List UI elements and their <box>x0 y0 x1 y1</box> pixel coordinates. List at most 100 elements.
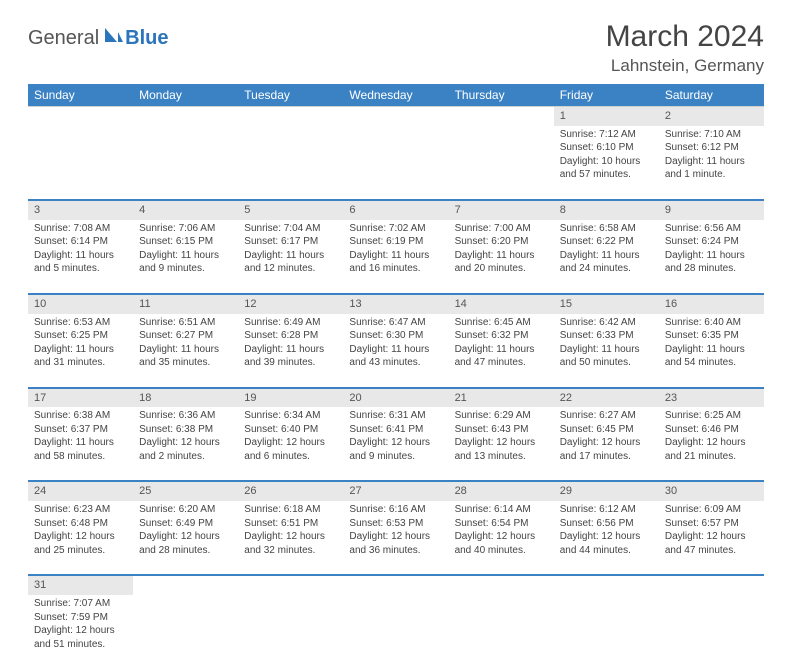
detail-row: Sunrise: 6:23 AMSunset: 6:48 PMDaylight:… <box>28 501 764 575</box>
weekday-header: Thursday <box>449 84 554 107</box>
daylight-text: Daylight: 11 hours and 58 minutes. <box>34 436 127 463</box>
day-number-cell: 21 <box>449 388 554 408</box>
sunset-text: Sunset: 6:27 PM <box>139 329 232 343</box>
detail-row: Sunrise: 7:07 AMSunset: 7:59 PMDaylight:… <box>28 595 764 669</box>
day-number-cell: 20 <box>343 388 448 408</box>
day-number-cell: 30 <box>659 481 764 501</box>
daynum-row: 10111213141516 <box>28 294 764 314</box>
sunset-text: Sunset: 6:30 PM <box>349 329 442 343</box>
location: Lahnstein, Germany <box>606 56 764 76</box>
sunset-text: Sunset: 6:48 PM <box>34 517 127 531</box>
sunset-text: Sunset: 6:56 PM <box>560 517 653 531</box>
day-detail-cell: Sunrise: 7:06 AMSunset: 6:15 PMDaylight:… <box>133 220 238 294</box>
day-number-cell: 3 <box>28 200 133 220</box>
brand-part2: Blue <box>125 27 168 50</box>
day-detail-cell <box>659 595 764 669</box>
daylight-text: Daylight: 12 hours and 9 minutes. <box>349 436 442 463</box>
day-detail-cell: Sunrise: 6:31 AMSunset: 6:41 PMDaylight:… <box>343 407 448 481</box>
daylight-text: Daylight: 12 hours and 47 minutes. <box>665 530 758 557</box>
sail-icon <box>103 26 123 44</box>
day-number-cell: 17 <box>28 388 133 408</box>
day-number-cell <box>133 107 238 126</box>
sunset-text: Sunset: 6:54 PM <box>455 517 548 531</box>
sunrise-text: Sunrise: 7:02 AM <box>349 222 442 236</box>
weekday-header: Saturday <box>659 84 764 107</box>
daylight-text: Daylight: 11 hours and 5 minutes. <box>34 249 127 276</box>
daylight-text: Daylight: 11 hours and 28 minutes. <box>665 249 758 276</box>
day-detail-cell: Sunrise: 7:10 AMSunset: 6:12 PMDaylight:… <box>659 126 764 200</box>
sunset-text: Sunset: 6:28 PM <box>244 329 337 343</box>
sunset-text: Sunset: 6:53 PM <box>349 517 442 531</box>
day-detail-cell: Sunrise: 6:23 AMSunset: 6:48 PMDaylight:… <box>28 501 133 575</box>
day-number-cell: 4 <box>133 200 238 220</box>
day-number-cell: 2 <box>659 107 764 126</box>
day-detail-cell: Sunrise: 6:25 AMSunset: 6:46 PMDaylight:… <box>659 407 764 481</box>
sunrise-text: Sunrise: 6:18 AM <box>244 503 337 517</box>
day-detail-cell: Sunrise: 6:53 AMSunset: 6:25 PMDaylight:… <box>28 314 133 388</box>
day-detail-cell <box>238 126 343 200</box>
sunset-text: Sunset: 6:10 PM <box>560 141 653 155</box>
day-number-cell: 10 <box>28 294 133 314</box>
sunset-text: Sunset: 6:51 PM <box>244 517 337 531</box>
sunrise-text: Sunrise: 7:00 AM <box>455 222 548 236</box>
daynum-row: 31 <box>28 575 764 595</box>
sunset-text: Sunset: 6:15 PM <box>139 235 232 249</box>
day-number-cell: 8 <box>554 200 659 220</box>
daylight-text: Daylight: 10 hours and 57 minutes. <box>560 155 653 182</box>
day-number-cell: 11 <box>133 294 238 314</box>
daylight-text: Daylight: 11 hours and 50 minutes. <box>560 343 653 370</box>
day-number-cell: 13 <box>343 294 448 314</box>
daylight-text: Daylight: 11 hours and 31 minutes. <box>34 343 127 370</box>
daylight-text: Daylight: 12 hours and 2 minutes. <box>139 436 232 463</box>
sunrise-text: Sunrise: 6:47 AM <box>349 316 442 330</box>
sunset-text: Sunset: 7:59 PM <box>34 611 127 625</box>
daylight-text: Daylight: 11 hours and 20 minutes. <box>455 249 548 276</box>
weekday-header: Monday <box>133 84 238 107</box>
daylight-text: Daylight: 11 hours and 35 minutes. <box>139 343 232 370</box>
weekday-header: Wednesday <box>343 84 448 107</box>
sunrise-text: Sunrise: 6:51 AM <box>139 316 232 330</box>
sunset-text: Sunset: 6:20 PM <box>455 235 548 249</box>
daylight-text: Daylight: 12 hours and 17 minutes. <box>560 436 653 463</box>
day-detail-cell: Sunrise: 6:34 AMSunset: 6:40 PMDaylight:… <box>238 407 343 481</box>
day-detail-cell <box>133 126 238 200</box>
daylight-text: Daylight: 12 hours and 40 minutes. <box>455 530 548 557</box>
sunrise-text: Sunrise: 6:45 AM <box>455 316 548 330</box>
day-number-cell: 1 <box>554 107 659 126</box>
sunset-text: Sunset: 6:57 PM <box>665 517 758 531</box>
daylight-text: Daylight: 11 hours and 16 minutes. <box>349 249 442 276</box>
header: General Blue March 2024 Lahnstein, Germa… <box>28 20 764 76</box>
day-detail-cell: Sunrise: 6:56 AMSunset: 6:24 PMDaylight:… <box>659 220 764 294</box>
weekday-header-row: SundayMondayTuesdayWednesdayThursdayFrid… <box>28 84 764 107</box>
daylight-text: Daylight: 11 hours and 1 minute. <box>665 155 758 182</box>
sunset-text: Sunset: 6:17 PM <box>244 235 337 249</box>
sunset-text: Sunset: 6:19 PM <box>349 235 442 249</box>
sunset-text: Sunset: 6:35 PM <box>665 329 758 343</box>
sunset-text: Sunset: 6:12 PM <box>665 141 758 155</box>
sunrise-text: Sunrise: 6:49 AM <box>244 316 337 330</box>
day-detail-cell: Sunrise: 7:08 AMSunset: 6:14 PMDaylight:… <box>28 220 133 294</box>
day-detail-cell: Sunrise: 6:45 AMSunset: 6:32 PMDaylight:… <box>449 314 554 388</box>
daylight-text: Daylight: 11 hours and 24 minutes. <box>560 249 653 276</box>
sunrise-text: Sunrise: 6:58 AM <box>560 222 653 236</box>
day-detail-cell: Sunrise: 6:38 AMSunset: 6:37 PMDaylight:… <box>28 407 133 481</box>
sunrise-text: Sunrise: 7:08 AM <box>34 222 127 236</box>
detail-row: Sunrise: 7:12 AMSunset: 6:10 PMDaylight:… <box>28 126 764 200</box>
sunset-text: Sunset: 6:45 PM <box>560 423 653 437</box>
day-detail-cell <box>133 595 238 669</box>
detail-row: Sunrise: 6:53 AMSunset: 6:25 PMDaylight:… <box>28 314 764 388</box>
sunset-text: Sunset: 6:22 PM <box>560 235 653 249</box>
daylight-text: Daylight: 12 hours and 32 minutes. <box>244 530 337 557</box>
day-detail-cell: Sunrise: 6:47 AMSunset: 6:30 PMDaylight:… <box>343 314 448 388</box>
day-number-cell <box>554 575 659 595</box>
day-detail-cell <box>238 595 343 669</box>
day-number-cell: 22 <box>554 388 659 408</box>
day-number-cell: 15 <box>554 294 659 314</box>
day-detail-cell: Sunrise: 7:04 AMSunset: 6:17 PMDaylight:… <box>238 220 343 294</box>
day-detail-cell: Sunrise: 6:09 AMSunset: 6:57 PMDaylight:… <box>659 501 764 575</box>
daylight-text: Daylight: 12 hours and 13 minutes. <box>455 436 548 463</box>
day-number-cell: 24 <box>28 481 133 501</box>
day-number-cell <box>238 575 343 595</box>
day-detail-cell <box>343 595 448 669</box>
daylight-text: Daylight: 12 hours and 25 minutes. <box>34 530 127 557</box>
